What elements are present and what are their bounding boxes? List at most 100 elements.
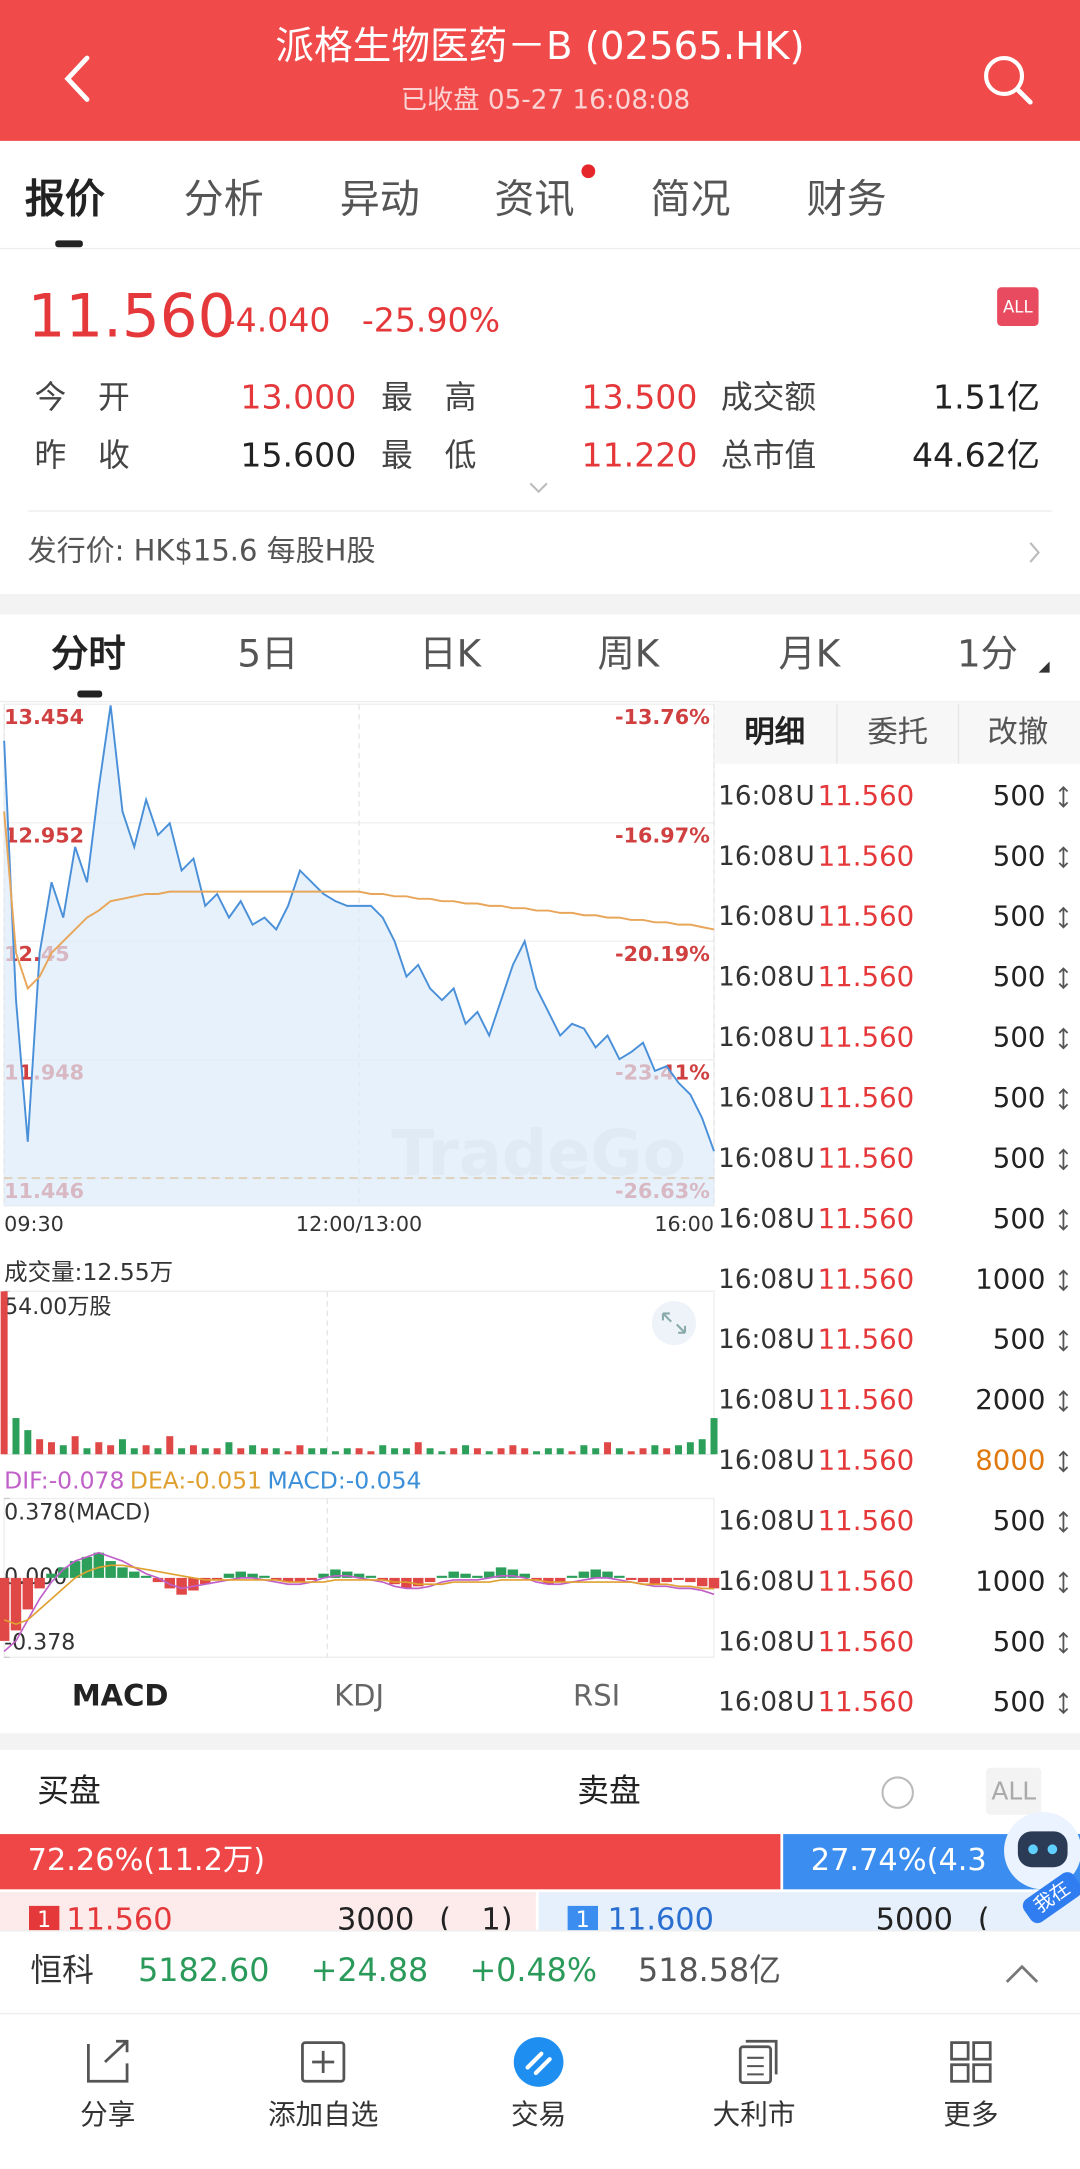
- all-badge[interactable]: [997, 287, 1039, 326]
- macd-bar: [685, 1577, 696, 1583]
- y-tick-label: 13.454: [4, 705, 84, 729]
- chart-tab[interactable]: 分时: [51, 632, 126, 676]
- macd-bar: [318, 1573, 329, 1578]
- macd-bar: [211, 1577, 223, 1580]
- volume-bar: [521, 1448, 529, 1455]
- macd-bar: [602, 1571, 613, 1578]
- volume-bar: [355, 1448, 363, 1455]
- last-price: 11.560: [28, 283, 236, 352]
- share-icon: [87, 2039, 129, 2083]
- macd-line: [3, 1551, 715, 1652]
- volume-bar: [166, 1436, 174, 1455]
- x-tick-label: 16:00: [654, 1212, 714, 1236]
- trade-time: 16:08: [718, 1084, 794, 1114]
- search-button[interactable]: [984, 55, 1033, 105]
- trade-flag: U: [795, 1506, 814, 1536]
- macd-bar: [661, 1577, 672, 1583]
- nav-item[interactable]: 分享: [80, 2098, 135, 2131]
- y-tick-label: 0.378(MACD): [4, 1500, 151, 1526]
- macd-bar: [140, 1575, 152, 1578]
- stock-title: 派格生物医药－B (02565.HK): [275, 24, 804, 69]
- trade-volume: 500: [993, 900, 1046, 933]
- trade-volume: 1000: [975, 1564, 1045, 1597]
- header-bar: [0, 0, 1080, 141]
- tab[interactable]: 财务: [807, 177, 887, 223]
- field-value: 15.600: [240, 436, 356, 475]
- trade-flag: U: [795, 1084, 814, 1114]
- detail-tab[interactable]: 改撤: [987, 715, 1048, 750]
- chart-tab[interactable]: 周K: [598, 632, 661, 676]
- macd-bar: [424, 1577, 436, 1583]
- volume-bar: [402, 1448, 410, 1455]
- macd-bar: [164, 1577, 176, 1589]
- tab-indicator: [77, 690, 103, 698]
- volume-bar: [130, 1448, 138, 1455]
- volume-bar: [237, 1448, 245, 1455]
- tab[interactable]: 资讯: [494, 177, 574, 223]
- trade-price: 11.560: [818, 900, 915, 933]
- expand-button[interactable]: [651, 1300, 697, 1346]
- indicator-tab[interactable]: RSI: [573, 1678, 620, 1712]
- volume-bar: [533, 1451, 541, 1455]
- field-value: 13.500: [582, 378, 698, 417]
- volume-bar: [107, 1445, 115, 1455]
- volume-bar: [391, 1448, 399, 1455]
- y2-tick-label: -13.76%: [615, 705, 710, 729]
- price-line: [3, 811, 715, 991]
- tab[interactable]: 异动: [340, 177, 420, 223]
- detail-tab[interactable]: 委托: [867, 715, 928, 750]
- chevron[interactable]: [1029, 542, 1040, 563]
- direction-icon: [1058, 1208, 1069, 1231]
- volume-bar: [47, 1442, 55, 1455]
- assistant-robot[interactable]: [1004, 1811, 1080, 1926]
- volume-bar: [556, 1448, 564, 1455]
- all-badge[interactable]: [986, 1767, 1042, 1815]
- add-icon: [301, 2041, 346, 2083]
- collapse-chevron[interactable]: [1005, 1964, 1039, 1983]
- trade-volume: 2000: [975, 1383, 1045, 1416]
- expand-chevron[interactable]: [529, 482, 548, 494]
- volume-bar: [0, 1291, 8, 1455]
- y2-tick-label: -16.97%: [615, 823, 710, 847]
- trade-price: 11.560: [818, 779, 915, 812]
- direction-icon: [1058, 906, 1069, 929]
- chart-tab[interactable]: 1分: [957, 632, 1018, 676]
- detail-tab[interactable]: 明细: [744, 715, 805, 750]
- back-button[interactable]: [64, 55, 90, 102]
- field-value: 1.51亿: [933, 378, 1040, 417]
- trade-flag: U: [795, 1567, 814, 1597]
- chart-tab[interactable]: 5日: [237, 632, 298, 676]
- trade-price: 11.560: [818, 1323, 915, 1356]
- tab[interactable]: 报价: [25, 177, 105, 223]
- price-change: -4.040: [224, 300, 331, 339]
- trade-price: 11.560: [818, 839, 915, 872]
- index-value: 5182.60: [138, 1953, 269, 1989]
- trade-price: 11.560: [818, 1625, 915, 1658]
- volume-bar: [284, 1451, 292, 1455]
- nav-item[interactable]: 添加自选: [268, 2098, 378, 2131]
- indicator-tab[interactable]: KDJ: [334, 1678, 384, 1712]
- macd-bar: [448, 1571, 459, 1578]
- trade-flag: U: [795, 1688, 814, 1718]
- chart-tab[interactable]: 日K: [419, 632, 482, 676]
- badge-label: ALL: [1003, 297, 1034, 316]
- macd-bar: [578, 1571, 590, 1578]
- volume-bar: [36, 1439, 44, 1455]
- tab[interactable]: 简况: [650, 177, 730, 223]
- volume-bar: [450, 1448, 458, 1455]
- info-icon[interactable]: [881, 1776, 914, 1809]
- indicator-tab[interactable]: MACD: [72, 1678, 169, 1712]
- trade-time: 16:08: [718, 902, 794, 932]
- macd-bar: [436, 1575, 448, 1578]
- trade-volume: 500: [993, 1685, 1046, 1718]
- nav-item[interactable]: 更多: [943, 2098, 998, 2131]
- chart-tab[interactable]: 月K: [778, 632, 841, 676]
- nav-item[interactable]: 交易: [511, 2098, 566, 2131]
- y-tick-label: 54.00万股: [4, 1294, 111, 1320]
- direction-icon: [1058, 1692, 1069, 1715]
- tab[interactable]: 分析: [184, 177, 264, 223]
- price-line: [3, 705, 715, 1152]
- nav-item[interactable]: 大利市: [713, 2098, 796, 2131]
- trade-volume: 500: [993, 1202, 1046, 1235]
- notice-dot: [581, 164, 596, 179]
